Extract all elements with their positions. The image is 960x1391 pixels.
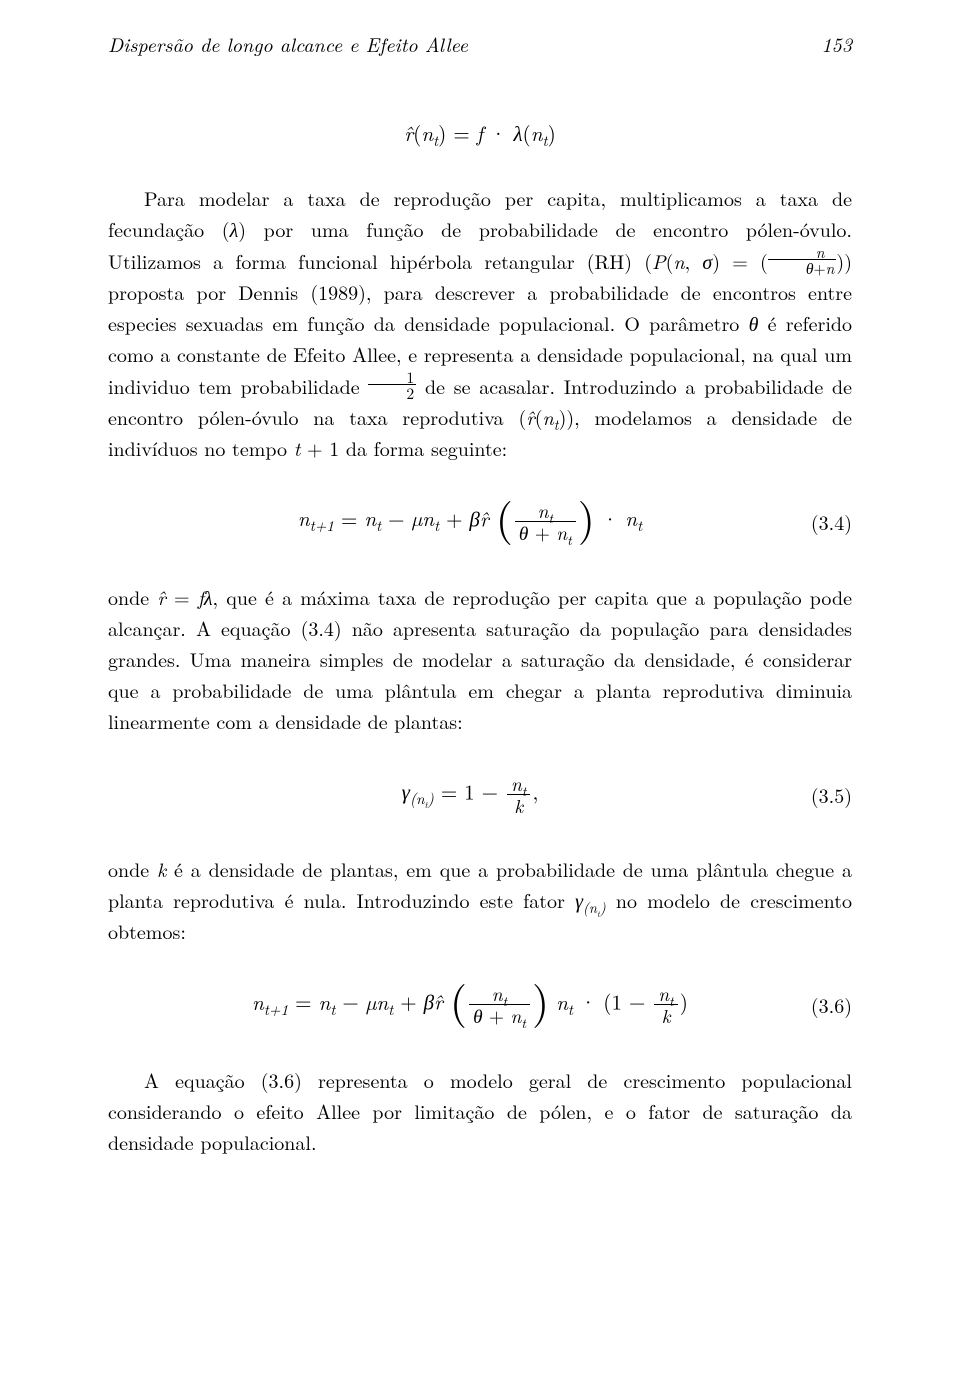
inline-frac-n-theta: nθ+n	[768, 244, 837, 276]
page-header: Dispersão de longo alcance e Efeito Alle…	[108, 28, 852, 59]
equation-3-4: nt+1 = nt − µnt + βr̂ (ntθ + nt) · nt (3…	[108, 501, 852, 543]
equation-rhat: r̂(nt) = f · λ(nt)	[108, 117, 852, 150]
paragraph-3: onde k é a densidade de plantas, em que …	[108, 853, 852, 946]
page: Dispersão de longo alcance e Efeito Alle…	[0, 0, 960, 1391]
paragraph-2: onde r̂ = fλ, que é a máxima taxa de rep…	[108, 581, 852, 736]
equation-3-5: γ(nt) = 1 − ntk, (3.5)	[108, 774, 852, 816]
running-title: Dispersão de longo alcance e Efeito Alle…	[108, 28, 468, 59]
paragraph-4: A equação (3.6) representa o modelo gera…	[108, 1064, 852, 1157]
equation-number-3-5: (3.5)	[792, 779, 852, 810]
inline-frac-half: 12	[368, 369, 416, 401]
equation-3-6: nt+1 = nt − µnt + βr̂ (ntθ + nt) nt · (1…	[108, 984, 852, 1026]
page-number: 153	[821, 28, 852, 59]
equation-number-3-4: (3.4)	[792, 506, 852, 537]
equation-number-3-6: (3.6)	[792, 989, 852, 1020]
paragraph-1: Para modelar a taxa de reprodução per ca…	[108, 182, 852, 463]
